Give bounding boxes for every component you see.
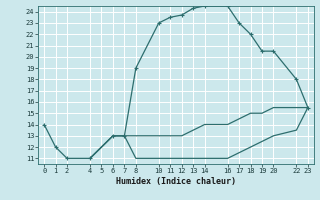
X-axis label: Humidex (Indice chaleur): Humidex (Indice chaleur) [116, 177, 236, 186]
